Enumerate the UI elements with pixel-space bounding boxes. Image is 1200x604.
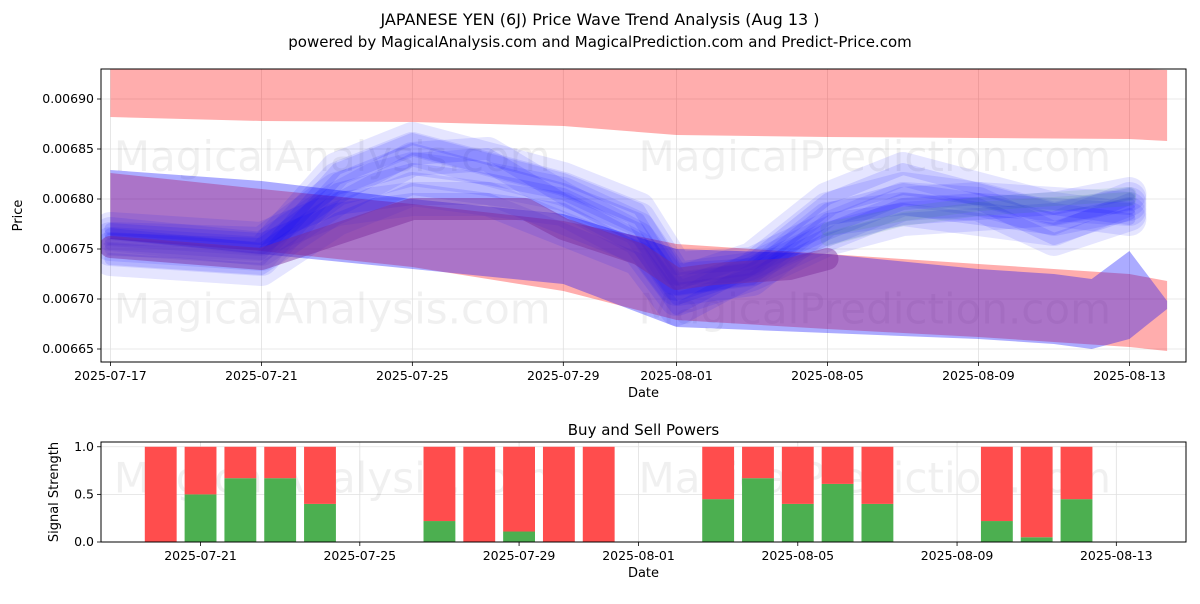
buy-bar [1060, 499, 1093, 542]
sell-bar [821, 446, 854, 484]
x-tick-label: 2025-07-29 [527, 368, 600, 383]
wave-line [104, 183, 1136, 315]
buy-bar [821, 483, 854, 542]
buy-bar [1020, 537, 1053, 542]
wave-line [104, 148, 1136, 295]
plot-area: MagicalAnalysis.com MagicalPrediction.com… [101, 69, 1168, 351]
sell-bar [304, 446, 336, 504]
gridlines [101, 69, 1186, 362]
wave-band [101, 172, 1147, 316]
x-tick-label: 2025-07-17 [74, 368, 147, 383]
watermark: MagicalAnalysis.com [114, 132, 551, 181]
wave-line [104, 163, 1136, 290]
watermark: MagicalAnalysis.com [114, 284, 551, 333]
x-axis-title: Date [628, 386, 659, 401]
buy-bar [861, 503, 894, 542]
plot-frame [100, 68, 1187, 363]
buy-bar [184, 494, 217, 542]
wave-band [101, 137, 1147, 306]
sell-bar [582, 446, 615, 542]
wave-band [101, 152, 1147, 301]
buy-bar [423, 521, 456, 542]
plot-frame [100, 441, 1187, 543]
price-panel: 2025-07-17 2025-07-21 2025-07-25 2025-07-29… [11, 68, 1187, 401]
green-wave [820, 187, 1137, 236]
x-tick-label: 2025-08-01 [640, 368, 713, 383]
sell-bar [423, 446, 456, 522]
x-tick-label: 2025-08-09 [942, 368, 1015, 383]
x-tick-label: 2025-08-13 [1080, 548, 1153, 563]
wave-line [104, 183, 1136, 305]
x-tick-label: 2025-07-21 [164, 548, 237, 563]
buy-bar [503, 531, 535, 542]
y-tick-label: 0.00670 [42, 291, 94, 306]
wave-line [104, 133, 1136, 275]
sell-bar [702, 446, 735, 500]
x-tick-label: 2025-07-21 [225, 368, 298, 383]
sell-bar [742, 446, 774, 479]
sell-bar [503, 446, 535, 532]
sell-bar [1020, 446, 1053, 538]
sell-bar [224, 446, 257, 479]
x-axis-title: Date [628, 566, 659, 581]
sell-bar [463, 446, 496, 542]
x-tick-label: 2025-07-29 [483, 548, 556, 563]
buy-bar [702, 499, 735, 542]
y-tick-label: 0.00675 [42, 241, 94, 256]
sell-bar [861, 446, 894, 504]
trend-band-blue [110, 170, 1168, 349]
y-tick-label: 0.0 [74, 534, 94, 549]
buy-bar [742, 478, 774, 542]
plot-area: MagicalAnalysis.com MagicalPrediction.com… [114, 386, 1111, 542]
x-tick-label: 2025-08-01 [602, 548, 675, 563]
x-tick-label: 2025-08-09 [921, 548, 994, 563]
sell-bar [264, 446, 297, 479]
sell-bar [781, 446, 814, 504]
sell-bar [184, 446, 217, 495]
y-tick-label: 1.0 [74, 439, 94, 454]
y-axis-title: Price [11, 200, 26, 232]
y-tick-label: 0.5 [74, 486, 94, 501]
chart-subtitle: powered by MagicalAnalysis.com and Magic… [288, 33, 912, 51]
watermark: MagicalPrediction.com [639, 132, 1112, 181]
green-wave [820, 192, 1137, 246]
y-tick-label: 0.00690 [42, 91, 94, 106]
buy-bar [781, 503, 814, 542]
wave-line [104, 143, 1136, 285]
buy-bar [304, 503, 336, 542]
wave-band [101, 122, 1147, 286]
watermark: MagicalAnalysis.com [114, 386, 551, 435]
y-tick-label: 0.00680 [42, 191, 94, 206]
y-axis-title: Signal Strength [47, 442, 62, 542]
y-tick-label: 0.00685 [42, 141, 94, 156]
x-tick-label: 2025-08-13 [1093, 368, 1166, 383]
x-tick-label: 2025-07-25 [376, 368, 449, 383]
sell-bar [980, 446, 1013, 522]
wave-band [101, 172, 1147, 326]
wave-band [101, 132, 1147, 296]
trend-band-red [110, 69, 1168, 141]
power-panel: 2025-07-21 2025-07-25 2025-07-29 2025-08-01… [47, 386, 1187, 581]
buy-bar [224, 478, 257, 542]
x-tick-label: 2025-07-25 [323, 548, 396, 563]
purple-overlap-band [101, 198, 839, 290]
buy-bar [980, 521, 1013, 542]
sell-bar [1060, 446, 1093, 500]
buy-bar [264, 478, 297, 542]
x-tick-label: 2025-08-05 [791, 368, 864, 383]
trend-band-red [110, 173, 1168, 351]
chart-title: JAPANESE YEN (6J) Price Wave Trend Analy… [379, 10, 819, 29]
power-chart-title: Buy and Sell Powers [568, 421, 720, 439]
watermark: MagicalPrediction.com [639, 284, 1112, 333]
y-tick-label: 0.00665 [42, 341, 94, 356]
x-tick-label: 2025-08-05 [761, 548, 834, 563]
sell-bar [144, 446, 177, 542]
sell-bar [542, 446, 575, 542]
